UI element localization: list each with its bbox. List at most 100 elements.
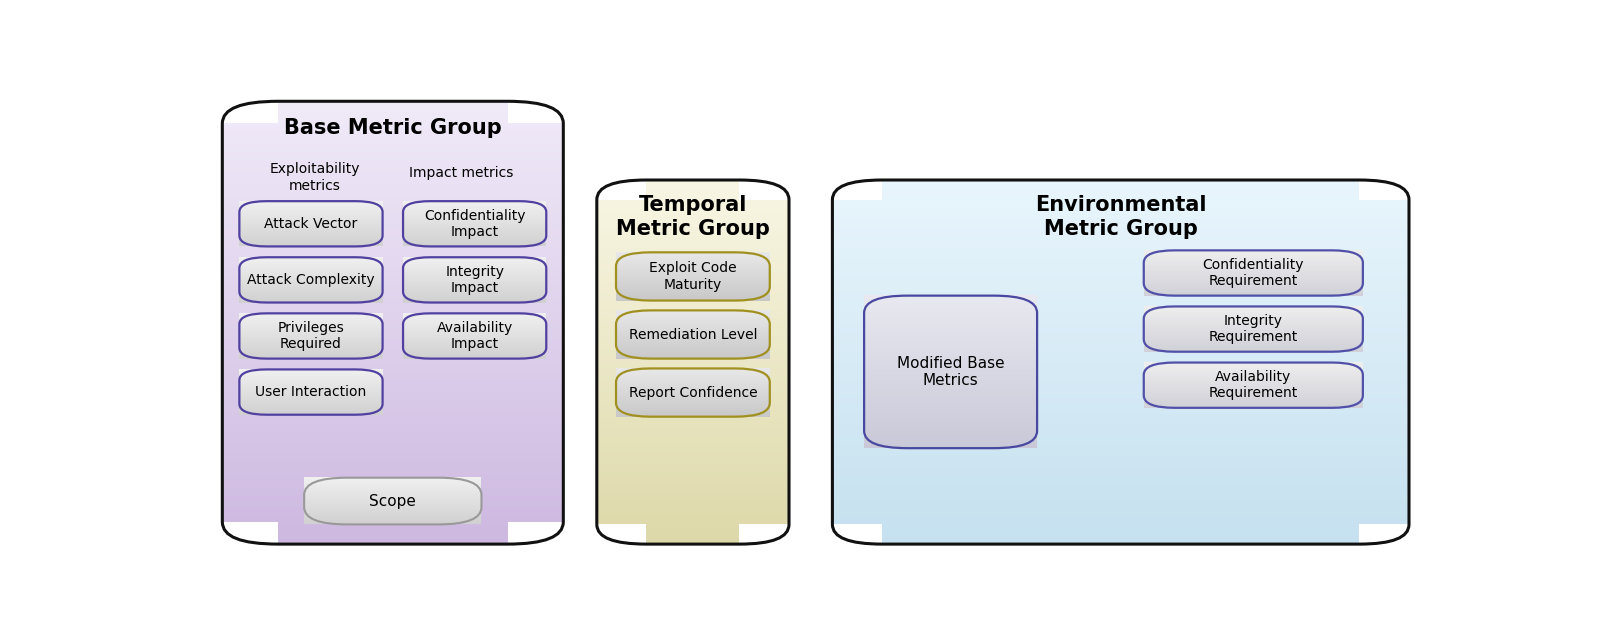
Bar [597, 364, 789, 366]
Bar [403, 349, 546, 350]
Bar [1144, 314, 1363, 315]
Bar [240, 350, 382, 351]
Text: Report Confidence: Report Confidence [629, 385, 757, 399]
Bar [403, 323, 546, 325]
Bar [304, 477, 482, 478]
Bar [616, 380, 770, 381]
Bar [222, 172, 563, 174]
Bar [832, 309, 1410, 311]
Bar [240, 373, 382, 374]
Bar [222, 158, 563, 161]
Bar [1144, 397, 1363, 398]
Bar [240, 205, 382, 206]
Bar [222, 150, 563, 152]
Bar [240, 380, 382, 381]
Bar [240, 391, 382, 392]
Bar [616, 290, 770, 291]
Bar [616, 337, 770, 339]
Bar [240, 335, 382, 337]
Bar [222, 205, 563, 208]
Bar [222, 530, 563, 533]
Bar [864, 431, 1037, 433]
Bar [616, 397, 770, 399]
Bar [304, 521, 482, 522]
Bar [1144, 406, 1363, 407]
Bar [597, 254, 789, 256]
Text: Modified Base
Metrics: Modified Base Metrics [896, 356, 1005, 388]
Bar [864, 352, 1037, 355]
Bar [403, 273, 546, 274]
Bar [616, 373, 770, 374]
Bar [222, 201, 563, 203]
Bar [616, 352, 770, 353]
Bar [616, 315, 770, 316]
Bar [1144, 403, 1363, 404]
Bar [616, 354, 770, 355]
Bar [597, 360, 789, 362]
Bar [304, 492, 482, 493]
Bar [240, 413, 382, 415]
Bar [597, 431, 789, 433]
Bar [222, 446, 563, 449]
Bar [240, 236, 382, 237]
Bar [864, 367, 1037, 370]
Bar [832, 426, 1410, 427]
Bar [597, 533, 789, 535]
Bar [832, 531, 1410, 533]
Bar [1144, 306, 1363, 307]
Bar [832, 371, 1410, 373]
Bar [832, 529, 1410, 532]
Bar [1144, 327, 1363, 328]
Bar [240, 277, 382, 278]
Bar [597, 231, 789, 233]
Bar [1144, 271, 1363, 272]
Bar [403, 319, 546, 320]
Bar [222, 258, 563, 261]
Bar [222, 320, 563, 323]
Bar [240, 262, 382, 263]
Bar [1144, 336, 1363, 337]
Bar [403, 212, 546, 213]
Bar [597, 527, 789, 530]
Bar [240, 215, 382, 217]
Bar [1144, 339, 1363, 341]
Bar [1144, 250, 1363, 252]
Bar [616, 290, 770, 291]
Bar [616, 396, 770, 397]
Bar [1144, 288, 1363, 289]
Bar [864, 421, 1037, 424]
Bar [1144, 390, 1363, 392]
Bar [832, 491, 1410, 493]
Bar [240, 267, 382, 268]
Bar [240, 410, 382, 411]
Bar [616, 294, 770, 295]
Bar [403, 203, 546, 204]
Bar [1144, 393, 1363, 394]
Bar [222, 415, 563, 418]
Bar [1144, 253, 1363, 254]
Bar [222, 444, 563, 447]
Bar [240, 341, 382, 343]
Bar [832, 385, 1410, 387]
Bar [240, 408, 382, 410]
Bar [1144, 292, 1363, 293]
Bar [832, 227, 1410, 229]
Bar [832, 330, 1410, 333]
Bar [616, 414, 770, 415]
Bar [222, 435, 563, 438]
Bar [832, 402, 1410, 404]
Bar [597, 443, 789, 446]
Bar [616, 279, 770, 280]
Bar [240, 208, 382, 209]
Bar [597, 294, 789, 296]
Text: Remediation Level: Remediation Level [629, 328, 757, 341]
Bar [597, 442, 789, 444]
Bar [616, 277, 770, 278]
Bar [240, 275, 382, 276]
Bar [403, 233, 546, 234]
Bar [222, 287, 563, 289]
Bar [222, 127, 563, 130]
Bar [403, 258, 546, 259]
Bar [240, 241, 382, 242]
Bar [616, 391, 770, 392]
